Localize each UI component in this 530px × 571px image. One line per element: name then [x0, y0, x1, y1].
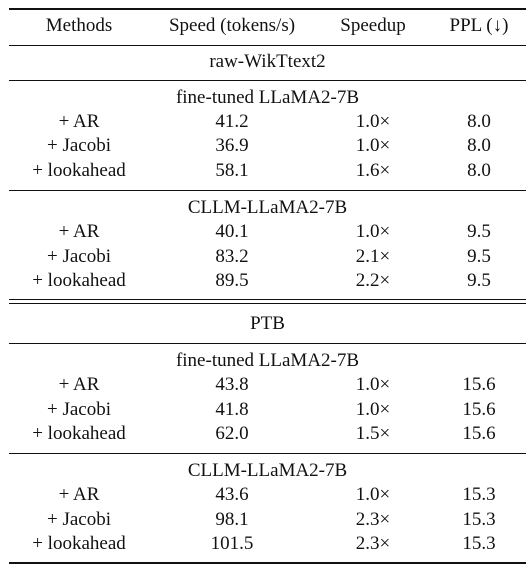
row-ppl: 15.3	[462, 533, 496, 554]
row-ppl: 9.5	[467, 221, 491, 242]
row-speed: 89.5	[215, 270, 249, 291]
row-ppl: 8.0	[467, 111, 491, 132]
row-speedup: 1.5×	[355, 423, 391, 444]
row-method: + lookahead	[32, 423, 126, 444]
bottom-rule	[9, 562, 526, 564]
row-speedup: 1.0×	[355, 374, 391, 395]
row-speed: 83.2	[215, 246, 249, 267]
row-ppl: 15.3	[462, 509, 496, 530]
row-speedup: 2.1×	[355, 246, 391, 267]
row-speed: 40.1	[215, 221, 249, 242]
header-speedup: Speedup	[340, 15, 406, 36]
row-ppl: 9.5	[467, 246, 491, 267]
row-method: + AR	[58, 221, 100, 242]
row-speedup: 1.6×	[355, 160, 391, 181]
row-speedup: 2.3×	[355, 509, 391, 530]
group-rule	[9, 190, 526, 191]
row-ppl: 15.6	[462, 374, 496, 395]
row-ppl: 9.5	[467, 270, 491, 291]
row-speed: 43.8	[215, 374, 249, 395]
row-speed: 101.5	[210, 533, 254, 554]
dataset-rule	[9, 343, 526, 344]
row-speedup: 1.0×	[355, 111, 391, 132]
row-method: + lookahead	[32, 533, 126, 554]
double-rule-upper	[9, 299, 526, 300]
row-ppl: 15.6	[462, 399, 496, 420]
row-ppl: 8.0	[467, 135, 491, 156]
row-speed: 41.2	[215, 111, 249, 132]
header-rule	[9, 45, 526, 46]
row-method: + lookahead	[32, 160, 126, 181]
row-ppl: 15.3	[462, 484, 496, 505]
model-group-title: fine-tuned LLaMA2-7B	[175, 87, 360, 108]
row-speedup: 2.2×	[355, 270, 391, 291]
row-method: + AR	[58, 111, 100, 132]
row-ppl: 8.0	[467, 160, 491, 181]
row-speed: 36.9	[215, 135, 249, 156]
header-methods: Methods	[45, 15, 113, 36]
header-ppl: PPL (↓)	[449, 15, 509, 36]
model-group-title: CLLM-LLaMA2-7B	[187, 197, 348, 218]
row-method: + Jacobi	[46, 399, 111, 420]
model-group-title: CLLM-LLaMA2-7B	[187, 460, 348, 481]
dataset-title: PTB	[250, 313, 285, 334]
double-rule-lower	[9, 303, 526, 304]
row-ppl: 15.6	[462, 423, 496, 444]
row-method: + Jacobi	[46, 509, 111, 530]
row-method: + Jacobi	[46, 246, 111, 267]
dataset-title: raw-WikTtext2	[209, 51, 326, 72]
row-speed: 43.6	[215, 484, 249, 505]
row-speed: 62.0	[215, 423, 249, 444]
row-method: + Jacobi	[46, 135, 111, 156]
row-method: + lookahead	[32, 270, 126, 291]
row-speedup: 1.0×	[355, 399, 391, 420]
row-speedup: 1.0×	[355, 221, 391, 242]
row-speed: 58.1	[215, 160, 249, 181]
group-rule	[9, 453, 526, 454]
row-speedup: 1.0×	[355, 484, 391, 505]
top-rule	[9, 8, 526, 10]
dataset-rule	[9, 80, 526, 81]
model-group-title: fine-tuned LLaMA2-7B	[175, 350, 360, 371]
row-speed: 41.8	[215, 399, 249, 420]
row-speedup: 2.3×	[355, 533, 391, 554]
row-speed: 98.1	[215, 509, 249, 530]
row-method: + AR	[58, 484, 100, 505]
row-speedup: 1.0×	[355, 135, 391, 156]
row-method: + AR	[58, 374, 100, 395]
header-speed: Speed (tokens/s)	[168, 15, 296, 36]
